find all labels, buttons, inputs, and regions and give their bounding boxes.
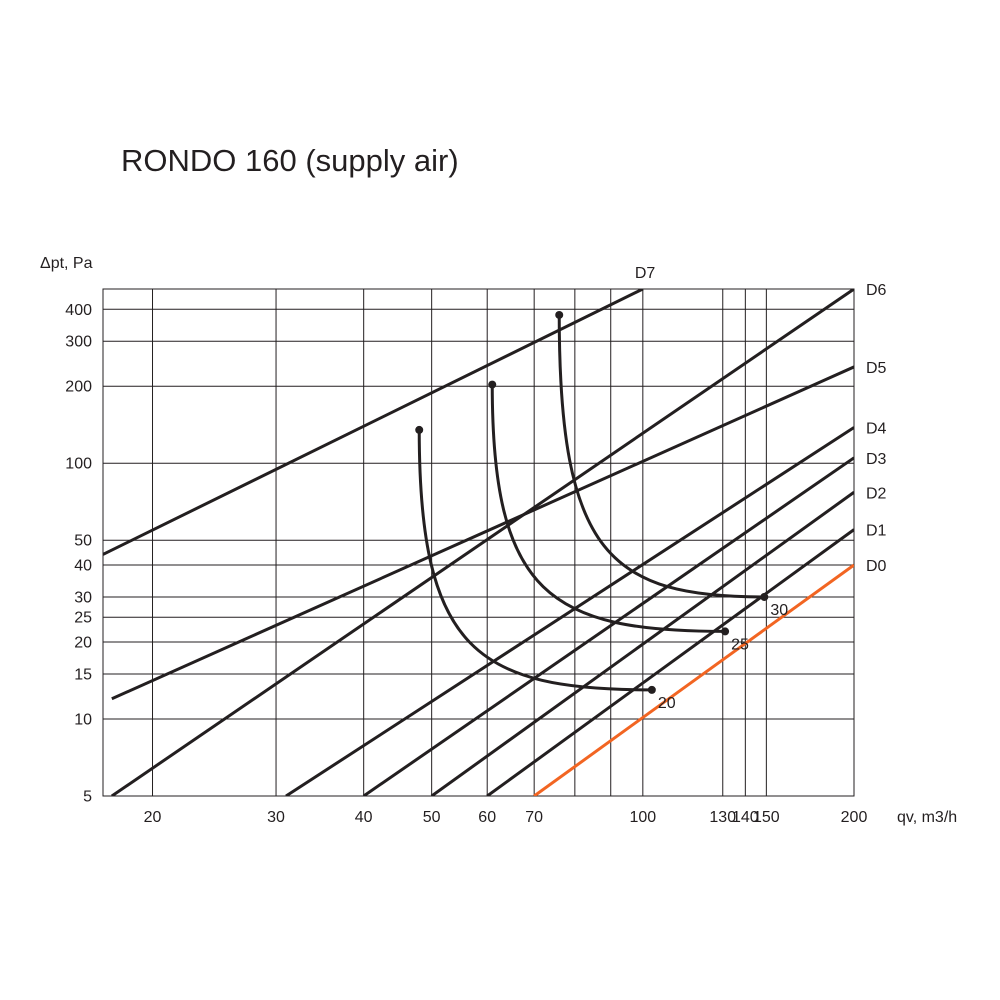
x-tick-label: 50 bbox=[423, 809, 441, 826]
series-label-d4: D4 bbox=[866, 420, 887, 437]
series-line-d1 bbox=[486, 528, 854, 796]
noise-curve-end-point bbox=[721, 627, 730, 636]
series-line-d3 bbox=[362, 456, 854, 796]
series-label-d6: D6 bbox=[866, 282, 887, 299]
y-tick-label: 40 bbox=[74, 558, 92, 575]
chart-title: RONDO 160 (supply air) bbox=[121, 143, 459, 178]
x-tick-label: 20 bbox=[144, 809, 162, 826]
y-axis-label: Δpt, Pa bbox=[40, 255, 93, 272]
x-tick-label: 40 bbox=[355, 809, 373, 826]
series-line-d2 bbox=[430, 491, 854, 796]
y-tick-label: 5 bbox=[83, 789, 92, 806]
x-tick-label: 200 bbox=[841, 809, 868, 826]
noise-curve-30 bbox=[557, 314, 765, 599]
line-layer bbox=[103, 289, 854, 796]
noise-curve-start-point bbox=[488, 380, 497, 389]
series-label-d0: D0 bbox=[866, 558, 887, 575]
noise-curve-25 bbox=[490, 384, 726, 633]
curve-layer bbox=[415, 310, 769, 694]
series-label-d7: D7 bbox=[635, 265, 656, 282]
noise-curve-label: 30 bbox=[770, 602, 788, 619]
x-tick-label: 100 bbox=[629, 809, 656, 826]
noise-curve-start-point bbox=[555, 310, 564, 319]
series-line-d6 bbox=[110, 289, 854, 796]
x-tick-label: 130 bbox=[709, 809, 736, 826]
noise-curve-label: 20 bbox=[658, 695, 676, 712]
x-tick-label: 140 bbox=[732, 809, 759, 826]
y-tick-label: 50 bbox=[74, 533, 92, 550]
noise-curve-start-point bbox=[415, 425, 424, 434]
x-axis-label: qv, m3/h bbox=[897, 809, 957, 826]
y-tick-label: 30 bbox=[74, 589, 92, 606]
x-tick-label: 60 bbox=[478, 809, 496, 826]
y-tick-label: 200 bbox=[65, 379, 92, 396]
y-tick-label: 100 bbox=[65, 456, 92, 473]
y-tick-label: 10 bbox=[74, 712, 92, 729]
x-tick-label: 150 bbox=[753, 809, 780, 826]
grid-layer bbox=[103, 289, 854, 796]
y-tick-label: 400 bbox=[65, 302, 92, 319]
noise-curve-20 bbox=[417, 429, 652, 692]
series-label-d1: D1 bbox=[866, 523, 887, 540]
series-label-d5: D5 bbox=[866, 360, 887, 377]
y-tick-label: 20 bbox=[74, 635, 92, 652]
series-line-d7 bbox=[103, 289, 644, 556]
label-layer: 5 10 15 20 25 30 40 50 100 200 300 400 20 30 40 50 60 70 1… bbox=[65, 265, 886, 826]
noise-curve-end-point bbox=[760, 592, 769, 601]
plot-frame bbox=[102, 288, 855, 797]
y-tick-label: 300 bbox=[65, 334, 92, 351]
series-label-d2: D2 bbox=[866, 485, 887, 502]
series-line-d5 bbox=[111, 365, 854, 701]
y-tick-label: 25 bbox=[74, 610, 92, 627]
series-line-d4 bbox=[285, 426, 854, 796]
y-tick-label: 15 bbox=[74, 666, 92, 683]
series-line-d0 bbox=[533, 563, 854, 796]
noise-curve-label: 25 bbox=[731, 636, 749, 653]
noise-curve-end-point bbox=[647, 685, 656, 694]
x-tick-label: 70 bbox=[525, 809, 543, 826]
series-label-d3: D3 bbox=[866, 451, 887, 468]
x-tick-label: 30 bbox=[267, 809, 285, 826]
